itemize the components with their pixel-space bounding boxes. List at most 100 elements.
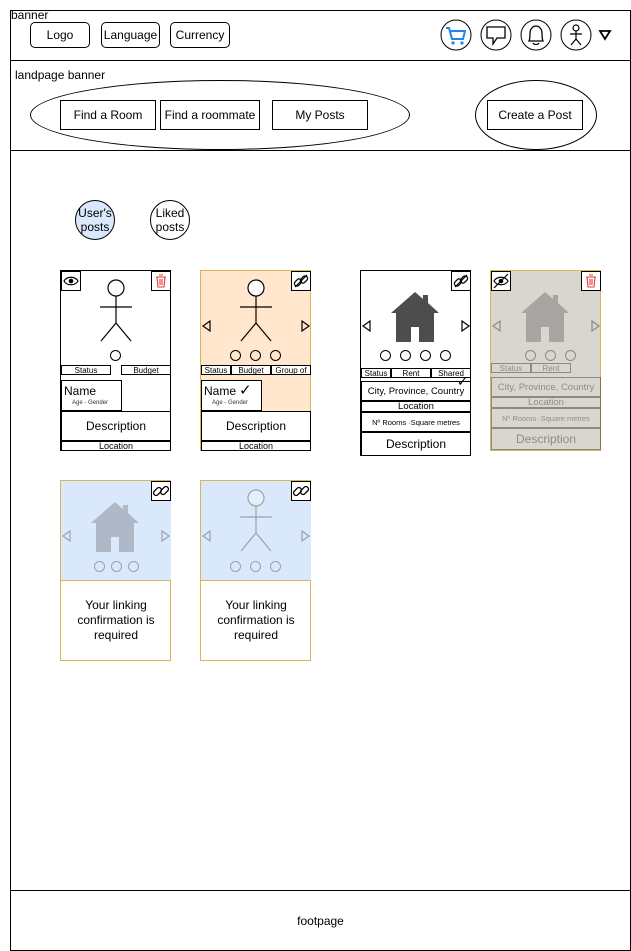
link-icon[interactable] bbox=[151, 481, 171, 501]
carousel-next-icon[interactable] bbox=[160, 529, 171, 543]
trash-icon[interactable] bbox=[151, 271, 171, 291]
carousel-dot[interactable] bbox=[128, 561, 139, 572]
carousel-prev-icon[interactable] bbox=[491, 319, 502, 333]
nav-find-roommate-button[interactable]: Find a roommate bbox=[160, 100, 260, 130]
carousel-dot[interactable] bbox=[270, 561, 281, 572]
trash-icon[interactable] bbox=[581, 271, 601, 291]
description-box: Description bbox=[61, 411, 171, 441]
description-box: Description bbox=[201, 411, 311, 441]
person-post-card[interactable]: Status Budget Name Age - Gender Descript… bbox=[60, 270, 171, 451]
city-box: City, Province, Country bbox=[491, 377, 601, 397]
hidden-room-post-card[interactable]: Status Rent City, Province, Country Loca… bbox=[490, 270, 601, 451]
user-icon[interactable] bbox=[560, 19, 592, 51]
status-cell: Status bbox=[201, 365, 231, 375]
rent-cell: Rent bbox=[391, 368, 431, 378]
budget-cell: Budget bbox=[231, 365, 271, 375]
city-label: City, Province, Country bbox=[367, 385, 465, 397]
carousel-dot[interactable] bbox=[110, 350, 121, 361]
users-posts-filter[interactable]: User's posts bbox=[75, 200, 115, 240]
check-icon: ✓ bbox=[239, 382, 252, 399]
nav-ellipse bbox=[30, 80, 410, 150]
description-box: Description bbox=[491, 428, 601, 450]
rooms-size-box: Nº Rooms ·Square metres bbox=[491, 408, 601, 428]
nav-find-room-button[interactable]: Find a Room bbox=[60, 100, 156, 130]
eye-icon[interactable] bbox=[61, 271, 81, 291]
status-cell: Status bbox=[61, 365, 111, 375]
house-icon bbox=[391, 292, 439, 342]
create-post-button[interactable]: Create a Post bbox=[487, 100, 583, 130]
carousel-dot[interactable] bbox=[230, 350, 241, 361]
shared-cell: Shared bbox=[431, 368, 471, 378]
carousel-dot[interactable] bbox=[270, 350, 281, 361]
landpage-banner-label: landpage banner bbox=[15, 68, 106, 82]
rooms-size-box: Nº Rooms ·Square metres bbox=[361, 412, 471, 432]
pending-person-link-card[interactable]: Your linking confirmation is required bbox=[200, 480, 311, 661]
carousel-dot[interactable] bbox=[94, 561, 105, 572]
banner-label: banner bbox=[11, 8, 49, 22]
rent-cell: Rent bbox=[531, 363, 571, 373]
link-icon[interactable] bbox=[291, 271, 311, 291]
carousel-prev-icon[interactable] bbox=[61, 529, 72, 543]
location-box: Location bbox=[491, 397, 601, 408]
carousel-prev-icon[interactable] bbox=[201, 529, 212, 543]
carousel-dot[interactable] bbox=[565, 350, 576, 361]
faded-content: Status Rent City, Province, Country Loca… bbox=[491, 271, 601, 451]
location-box: Location bbox=[61, 441, 171, 451]
carousel-dot[interactable] bbox=[525, 350, 536, 361]
group-of-cell: Group of bbox=[271, 365, 311, 375]
carousel-next-icon[interactable] bbox=[590, 319, 601, 333]
house-icon bbox=[91, 502, 139, 552]
name-box: Name Age - Gender bbox=[61, 380, 122, 411]
currency-button[interactable]: Currency bbox=[170, 22, 230, 48]
carousel-dot[interactable] bbox=[230, 561, 241, 572]
name-box: Name ✓ Age - Gender bbox=[201, 380, 262, 411]
status-cell: Status bbox=[491, 363, 531, 373]
cart-icon[interactable] bbox=[440, 19, 472, 51]
carousel-dot[interactable] bbox=[440, 350, 451, 361]
house-icon bbox=[521, 292, 569, 342]
carousel-dot[interactable] bbox=[250, 350, 261, 361]
link-icon[interactable] bbox=[451, 271, 471, 291]
nav-my-posts-button[interactable]: My Posts bbox=[272, 100, 368, 130]
carousel-dot[interactable] bbox=[380, 350, 391, 361]
location-box: Location bbox=[361, 401, 471, 412]
pending-confirmation-text: Your linking confirmation is required bbox=[77, 597, 155, 642]
name-label: Name bbox=[64, 384, 97, 398]
carousel-next-icon[interactable] bbox=[300, 529, 311, 543]
person-icon bbox=[240, 489, 272, 552]
bell-icon[interactable] bbox=[520, 19, 552, 51]
person-icon bbox=[240, 279, 272, 342]
language-button[interactable]: Language bbox=[101, 22, 160, 48]
carousel-dot[interactable] bbox=[420, 350, 431, 361]
create-post-ellipse bbox=[475, 80, 597, 150]
hide-eye-icon[interactable] bbox=[491, 271, 511, 291]
liked-posts-filter[interactable]: Liked posts bbox=[150, 200, 190, 240]
footer: footpage bbox=[10, 890, 631, 951]
carousel-prev-icon[interactable] bbox=[361, 319, 372, 333]
dropdown-arrow-icon[interactable] bbox=[598, 29, 612, 41]
room-post-card[interactable]: Status Rent Shared City, Province, Count… bbox=[360, 270, 471, 456]
pending-confirmation-text: Your linking confirmation is required bbox=[217, 597, 295, 642]
person-icon bbox=[100, 279, 132, 342]
carousel-dot[interactable] bbox=[545, 350, 556, 361]
pending-room-link-card[interactable]: Your linking confirmation is required bbox=[60, 480, 171, 661]
carousel-next-icon[interactable] bbox=[300, 319, 311, 333]
carousel-dot[interactable] bbox=[111, 561, 122, 572]
location-box: Location bbox=[201, 441, 311, 451]
carousel-dot[interactable] bbox=[400, 350, 411, 361]
faded-image bbox=[61, 481, 171, 581]
carousel-prev-icon[interactable] bbox=[201, 319, 212, 333]
chat-icon[interactable] bbox=[480, 19, 512, 51]
carousel-next-icon[interactable] bbox=[460, 319, 471, 333]
footer-label: footpage bbox=[297, 913, 344, 928]
carousel-dot[interactable] bbox=[250, 561, 261, 572]
logo-button[interactable]: Logo bbox=[30, 22, 90, 48]
name-label: Name bbox=[204, 384, 237, 398]
age-gender-label: Age - Gender bbox=[72, 400, 109, 406]
group-post-card[interactable]: Status Budget Group of Name ✓ Age - Gend… bbox=[200, 270, 311, 451]
age-gender-label: Age - Gender bbox=[212, 400, 249, 406]
check-icon: ✓ bbox=[457, 374, 468, 389]
city-box: City, Province, Country bbox=[361, 381, 471, 401]
status-cell: Status bbox=[361, 368, 391, 378]
link-icon[interactable] bbox=[291, 481, 311, 501]
